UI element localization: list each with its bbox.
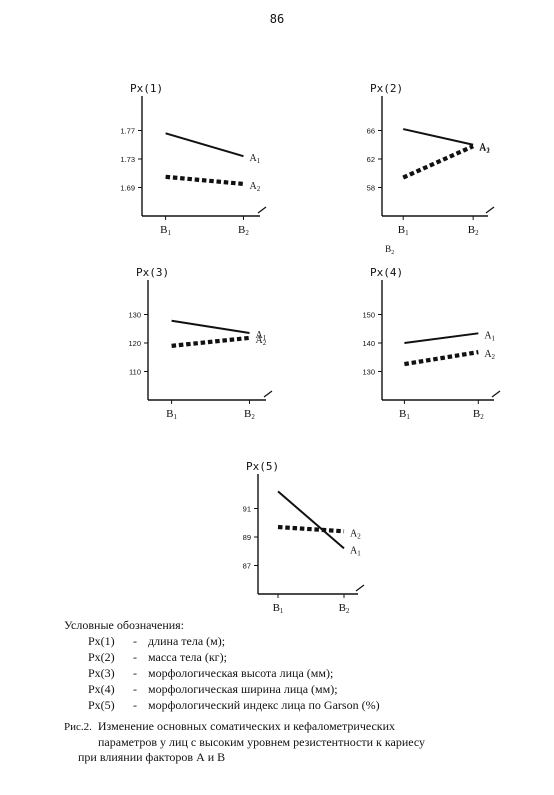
y-tick-label: 150 (362, 311, 375, 320)
legend-row: Px(3) - морфологическая высота лица (мм); (88, 665, 534, 681)
legend-code: Px(2) (88, 650, 115, 664)
y-tick-label: 140 (362, 339, 375, 348)
legend-code: Px(4) (88, 682, 115, 696)
y-axis-label: Px(3) (136, 266, 169, 279)
series-line (171, 335, 250, 348)
legend-title: Условные обозначения: (64, 618, 185, 632)
legend: Условные обозначения: Px(1) - длина тела (… (64, 617, 534, 713)
y-axis-label: Px(2) (370, 82, 403, 95)
series-line (277, 490, 345, 550)
x-tick-label: B2 (244, 408, 255, 421)
legend-row: Px(1) - длина тела (м); (88, 633, 534, 649)
series-line (402, 144, 475, 180)
legend-description: морфологический индекс лица по Garson (%… (148, 698, 380, 712)
chart-px1: Px(1) 1.77 1.73 1.69 B1 B2 A1 A2 (120, 82, 267, 237)
legend-separator: - (133, 682, 137, 696)
page-number: 86 (269, 12, 285, 26)
x-tick-label: B2 (473, 408, 484, 421)
figure-caption: Рис.2. Изменение основных соматических и … (64, 719, 524, 765)
legend-description: морфологическая ширина лица (мм); (148, 682, 338, 696)
series-line (404, 332, 479, 344)
legend-row: Px(4) - морфологическая ширина лица (мм); (88, 681, 534, 697)
legend-description: длина тела (м); (148, 634, 226, 648)
x-axis-arrow (491, 390, 501, 398)
series-line (171, 319, 250, 335)
legend-code: Px(3) (88, 666, 115, 680)
y-tick-label: 62 (367, 155, 375, 164)
y-tick-label: 120 (128, 339, 141, 348)
y-axis-label: Px(5) (246, 460, 279, 473)
legend-separator: - (133, 650, 137, 664)
series-label: A2 (249, 181, 260, 193)
caption-line: Рис.2. Изменение основных соматических и … (64, 719, 524, 735)
series-label: A2 (350, 528, 361, 540)
x-axis-arrow (485, 206, 495, 214)
x-tick-label: B1 (398, 224, 409, 237)
legend-row: Px(5) - морфологический индекс лица по Gar… (88, 697, 534, 713)
caption-label: Рис.2. (64, 721, 92, 733)
y-axis-label: Px(1) (130, 82, 163, 95)
series-label: A1 (350, 545, 361, 557)
series-line (165, 174, 244, 187)
legend-separator: - (133, 666, 137, 680)
x-tick-label: B1 (273, 602, 284, 615)
caption-line: при влиянии факторов А и В (78, 750, 226, 764)
x-tick-label: B2 (468, 224, 479, 237)
series-line (277, 524, 345, 534)
y-tick-label: 130 (362, 368, 375, 377)
series-label: A2 (484, 349, 495, 361)
series-label: A1 (249, 153, 260, 165)
y-tick-label: 110 (129, 368, 141, 377)
chart-px4: Px(4) 150 140 130 B1 B2 A1 A2 (362, 266, 501, 421)
series-label: A1 (255, 330, 266, 342)
legend-code: Px(1) (88, 634, 115, 648)
legend-description: масса тела (кг); (148, 650, 227, 664)
x-tick-label: B1 (166, 408, 177, 421)
y-tick-label: 87 (243, 562, 251, 571)
y-tick-label: 130 (128, 311, 141, 320)
series-line (404, 350, 479, 367)
y-tick-label: 1.77 (120, 127, 135, 136)
legend-description: морфологическая высота лица (мм); (148, 666, 334, 680)
y-tick-label: 66 (367, 127, 375, 136)
legend-separator: - (133, 634, 137, 648)
legend-separator: - (133, 698, 137, 712)
caption-line: параметров у лиц с высоким уровнем резис… (98, 735, 426, 749)
legend-code: Px(5) (88, 698, 115, 712)
x-tick-label: B2 (238, 224, 249, 237)
x-axis-arrow (257, 206, 267, 214)
series-label: A2 (479, 143, 490, 155)
y-axis-label: Px(4) (370, 266, 403, 279)
x-tick-label: B1 (160, 224, 171, 237)
x-axis-arrow (263, 390, 273, 398)
series-label: A2 (255, 335, 266, 347)
y-tick-label: 91 (243, 505, 251, 514)
y-tick-label: 1.69 (120, 184, 135, 193)
x-axis-arrow (355, 584, 365, 592)
series-label: A1 (479, 142, 490, 154)
legend-row: Px(2) - масса тела (кг); (88, 649, 534, 665)
x-tick-label: B1 (399, 408, 410, 421)
series-line (402, 128, 474, 146)
x-tick-label: B2 (339, 602, 350, 615)
y-tick-label: 1.73 (120, 155, 135, 164)
y-tick-label: 89 (243, 533, 251, 542)
series-label: A1 (484, 330, 495, 342)
y-tick-label: 58 (367, 184, 375, 193)
chart-px5: Px(5) 91 89 87 B1 B2 A1 A2 (243, 460, 365, 615)
caption-text: Изменение основных соматических и кефало… (97, 719, 396, 733)
stray-label: B2 (385, 244, 394, 256)
series-line (165, 132, 244, 158)
